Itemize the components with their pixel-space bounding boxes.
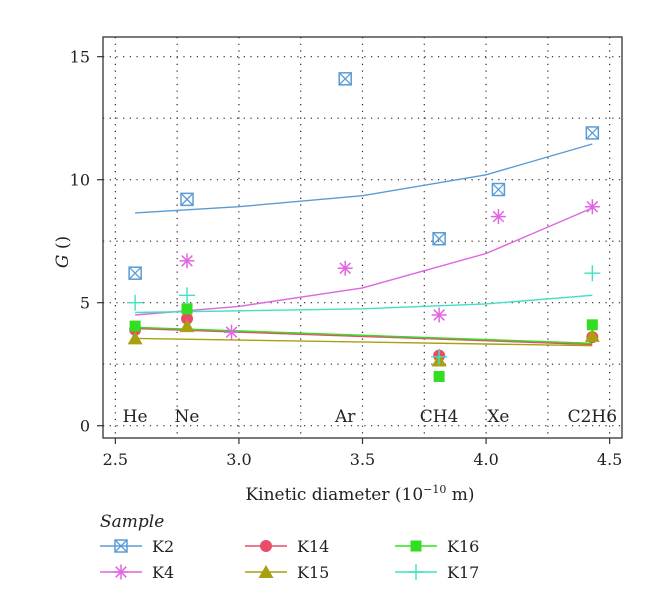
gas-label: Ne (175, 407, 200, 427)
trend-line-k4 (135, 207, 593, 316)
legend-item-k15: K15 (245, 563, 329, 582)
x-tick-label: 4.0 (473, 450, 498, 469)
point-k15 (179, 319, 195, 333)
point-k15 (584, 328, 600, 342)
point-k4 (179, 253, 195, 269)
point-k4 (584, 199, 600, 215)
gas-label: Ar (334, 407, 356, 427)
point-k17 (127, 294, 144, 311)
x-axis-title: Kinetic diameter (10−10 m) (245, 483, 474, 505)
legend-item-k16: K16 (395, 537, 479, 556)
point-k15 (127, 331, 143, 345)
legend-marker-k16 (410, 540, 422, 552)
point-k2 (128, 266, 142, 280)
gas-label: Xe (487, 407, 509, 427)
point-k16 (586, 319, 598, 331)
legend: Sample K2 K4 K14 K15 K16 K17 (100, 512, 479, 582)
point-k2 (491, 182, 506, 197)
legend-item-k14: K14 (245, 537, 329, 556)
plot-frame (102, 36, 623, 439)
gas-label: C2H6 (568, 407, 617, 427)
point-k4 (224, 324, 240, 340)
point-k14 (181, 312, 194, 325)
legend-label: K4 (152, 563, 174, 582)
point-k2 (432, 231, 446, 246)
point-k17 (584, 265, 601, 282)
legend-marker-k4 (113, 564, 129, 580)
legend-label: K14 (297, 537, 329, 556)
trend-lines (135, 143, 593, 347)
point-k17 (179, 287, 196, 304)
x-tick-label: 3.0 (226, 450, 251, 469)
legend-item-k4: K4 (100, 563, 174, 582)
x-tick-label: 4.5 (597, 450, 622, 469)
legend-title: Sample (100, 512, 164, 532)
legend-item-k2: K2 (100, 537, 174, 556)
gas-label: He (123, 407, 148, 427)
trend-line-k15 (135, 337, 593, 347)
y-tick-label: 15 (70, 48, 90, 67)
y-tick-label: 5 (80, 294, 90, 313)
x-tick-label: 2.5 (103, 450, 128, 469)
point-k2 (180, 192, 194, 207)
point-k16 (433, 370, 445, 382)
y-tick-label: 0 (80, 417, 90, 436)
y-tick-label: 10 (70, 171, 90, 190)
trend-line-k14 (135, 327, 593, 346)
data-points (127, 72, 601, 382)
point-k4 (490, 209, 506, 225)
point-k4 (337, 260, 353, 276)
trend-line-k17 (135, 294, 593, 314)
gas-label: CH4 (420, 407, 459, 427)
legend-marker-k17 (408, 564, 424, 580)
x-tick-label: 3.5 (350, 450, 375, 469)
gas-labels: He Ne Ar CH4 Xe C2H6 (123, 407, 617, 427)
point-k17 (431, 348, 448, 365)
point-k16 (129, 320, 141, 332)
legend-label: K2 (152, 537, 174, 556)
y-axis-title: G () (53, 236, 73, 268)
axis-ticks: 2.5 3.0 3.5 4.0 4.5 0 5 10 15 (70, 48, 623, 469)
legend-marker-k15 (258, 565, 274, 578)
point-k16 (181, 303, 193, 315)
point-k2 (585, 126, 600, 140)
legend-label: K16 (447, 537, 479, 556)
legend-item-k17: K17 (395, 563, 479, 582)
point-k4 (431, 307, 447, 323)
legend-label: K17 (447, 563, 479, 582)
legend-marker-k14 (260, 540, 272, 552)
legend-marker-k2 (114, 539, 128, 553)
trend-line-k16 (135, 326, 593, 344)
point-k2 (338, 72, 352, 86)
trend-line-k2 (135, 143, 593, 214)
legend-label: K15 (297, 563, 329, 582)
grid (103, 37, 622, 438)
